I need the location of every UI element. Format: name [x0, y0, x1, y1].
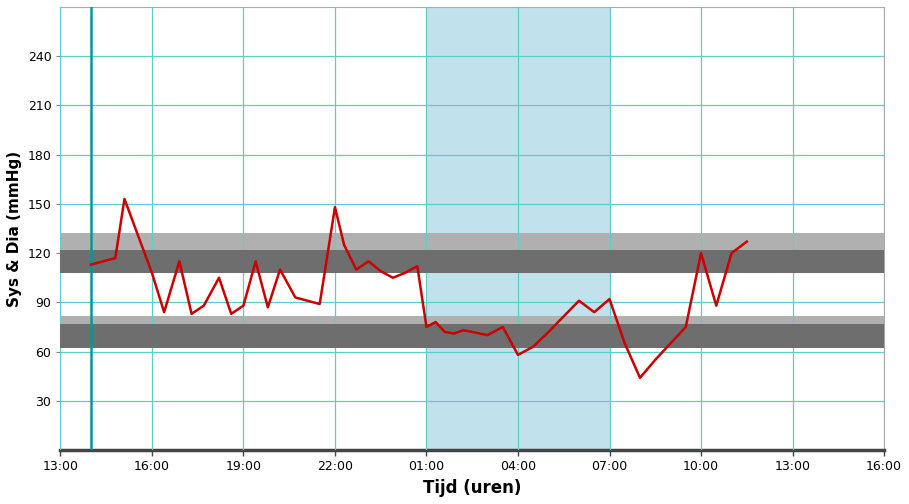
X-axis label: Tijd (uren): Tijd (uren)	[423, 479, 522, 497]
Bar	[60, 324, 884, 348]
Bar	[60, 316, 884, 339]
Y-axis label: Sys & Dia (mmHg): Sys & Dia (mmHg)	[7, 151, 22, 306]
Bar	[426, 7, 610, 450]
Bar	[60, 250, 884, 273]
Bar	[60, 233, 884, 262]
